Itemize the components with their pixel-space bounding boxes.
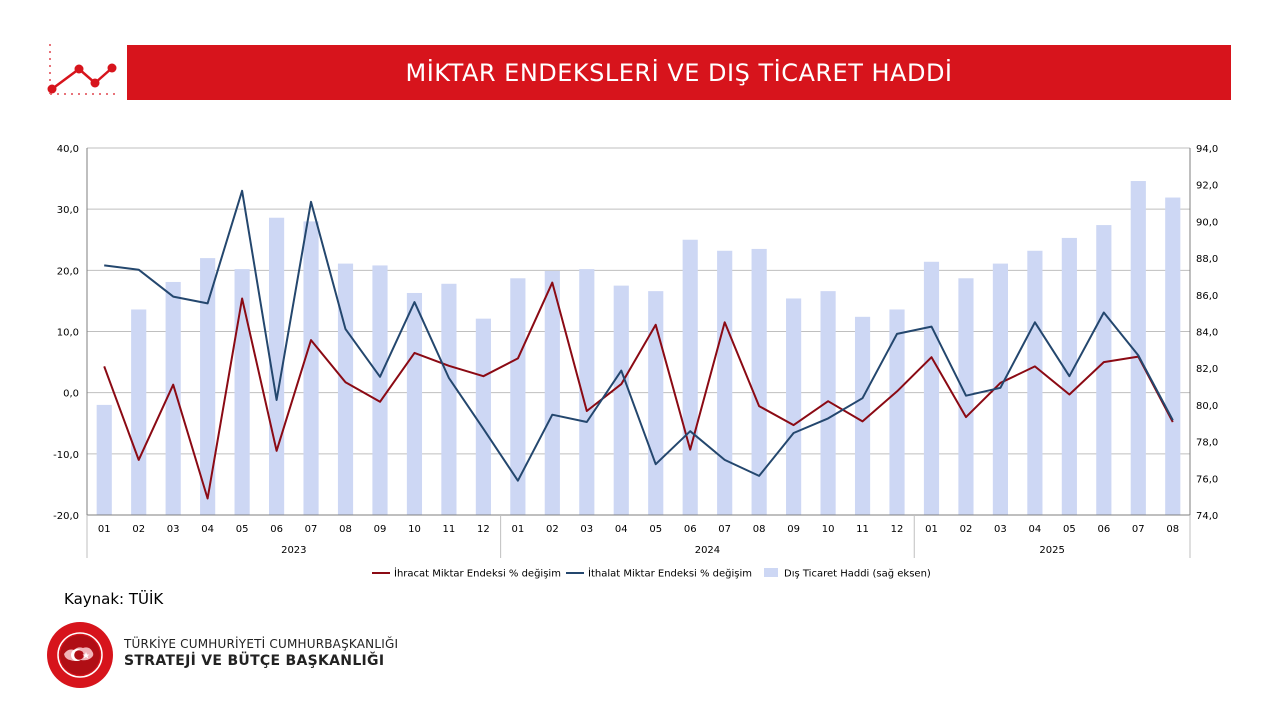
x-tick-label: 06 bbox=[1097, 524, 1110, 535]
x-tick-label: 08 bbox=[1166, 524, 1179, 535]
org-name-line1: TÜRKİYE CUMHURİYETİ CUMHURBAŞKANLIĞI bbox=[124, 637, 399, 651]
left-tick-label: 10,0 bbox=[57, 328, 79, 339]
bar bbox=[579, 269, 595, 515]
bar bbox=[406, 292, 423, 515]
right-tick-label: 78,0 bbox=[1196, 438, 1218, 449]
right-tick-label: 76,0 bbox=[1196, 474, 1218, 485]
bar bbox=[544, 270, 560, 515]
bar bbox=[786, 298, 802, 515]
right-tick-label: 88,0 bbox=[1196, 254, 1218, 265]
x-tick-label: 11 bbox=[856, 524, 869, 535]
legend-label: İthalat Miktar Endeksi % değişim bbox=[588, 567, 752, 580]
bar bbox=[648, 291, 664, 515]
x-tick-label: 04 bbox=[615, 524, 628, 535]
right-tick-label: 84,0 bbox=[1196, 328, 1218, 339]
bar bbox=[200, 258, 216, 515]
bar bbox=[889, 309, 905, 515]
year-label: 2024 bbox=[695, 545, 720, 556]
bar bbox=[1027, 250, 1043, 515]
x-tick-label: 02 bbox=[960, 524, 973, 535]
x-tick-label: 08 bbox=[339, 524, 352, 535]
title-banner: MİKTAR ENDEKSLERİ VE DIŞ TİCARET HADDİ bbox=[127, 45, 1231, 100]
bar bbox=[613, 285, 629, 515]
left-tick-label: -20,0 bbox=[53, 511, 79, 522]
legend-label: İhracat Miktar Endeksi % değişim bbox=[394, 567, 561, 580]
right-tick-label: 74,0 bbox=[1196, 511, 1218, 522]
x-tick-label: 07 bbox=[718, 524, 731, 535]
bar bbox=[372, 265, 388, 515]
left-tick-label: 30,0 bbox=[57, 205, 79, 216]
bar bbox=[475, 318, 491, 515]
left-tick-label: 20,0 bbox=[57, 266, 79, 277]
x-tick-label: 01 bbox=[925, 524, 938, 535]
x-tick-label: 04 bbox=[1029, 524, 1042, 535]
legend-swatch bbox=[764, 568, 778, 577]
x-tick-label: 02 bbox=[132, 524, 145, 535]
bar bbox=[165, 281, 181, 515]
legend-label: Dış Ticaret Haddi (sağ eksen) bbox=[784, 568, 931, 580]
x-tick-label: 06 bbox=[684, 524, 697, 535]
right-tick-label: 90,0 bbox=[1196, 217, 1218, 228]
right-tick-label: 80,0 bbox=[1196, 401, 1218, 412]
bar bbox=[992, 263, 1009, 515]
page-title: MİKTAR ENDEKSLERİ VE DIŞ TİCARET HADDİ bbox=[405, 58, 953, 87]
x-tick-label: 01 bbox=[98, 524, 111, 535]
x-tick-label: 07 bbox=[305, 524, 318, 535]
x-tick-label: 06 bbox=[270, 524, 283, 535]
x-tick-label: 01 bbox=[511, 524, 524, 535]
right-tick-label: 92,0 bbox=[1196, 181, 1218, 192]
x-tick-label: 10 bbox=[822, 524, 835, 535]
x-tick-label: 09 bbox=[374, 524, 387, 535]
presidency-seal-icon bbox=[47, 622, 113, 688]
bar bbox=[1130, 181, 1146, 515]
left-tick-label: 0,0 bbox=[63, 389, 79, 400]
chart: -20,0 -10,0 0,0 10,0 20,0 30,0 40,0 74,0 76,0 78,… bbox=[53, 144, 1218, 580]
year-label: 2025 bbox=[1039, 545, 1064, 556]
org-name-line2: STRATEJİ VE BÜTÇE BAŞKANLIĞI bbox=[124, 653, 385, 669]
bar bbox=[751, 248, 767, 516]
bar bbox=[234, 269, 250, 515]
bar bbox=[337, 263, 354, 515]
x-tick-label: 02 bbox=[546, 524, 559, 535]
bar bbox=[131, 309, 147, 515]
x-tick-label: 07 bbox=[1132, 524, 1145, 535]
series-line bbox=[103, 281, 1174, 500]
x-tick-label: 10 bbox=[408, 524, 421, 535]
right-tick-label: 86,0 bbox=[1196, 291, 1218, 302]
bar bbox=[923, 261, 940, 515]
bar bbox=[1165, 197, 1181, 516]
left-tick-label: -10,0 bbox=[53, 450, 79, 461]
x-tick-label: 09 bbox=[787, 524, 800, 535]
x-tick-label: 05 bbox=[1063, 524, 1076, 535]
right-tick-label: 94,0 bbox=[1196, 144, 1218, 155]
x-tick-label: 11 bbox=[443, 524, 456, 535]
bar bbox=[1096, 225, 1112, 515]
bar bbox=[96, 404, 112, 515]
x-tick-label: 04 bbox=[201, 524, 214, 535]
bar bbox=[441, 283, 457, 515]
x-tick-label: 12 bbox=[477, 524, 490, 535]
bar bbox=[510, 278, 526, 515]
bar bbox=[820, 291, 836, 515]
bar bbox=[854, 316, 871, 515]
x-tick-label: 03 bbox=[580, 524, 593, 535]
bar bbox=[682, 239, 698, 515]
right-tick-label: 82,0 bbox=[1196, 364, 1218, 375]
bar bbox=[303, 221, 319, 515]
year-label: 2023 bbox=[281, 545, 306, 556]
source-note: Kaynak: TÜİK bbox=[64, 590, 164, 608]
left-tick-label: 40,0 bbox=[57, 144, 79, 155]
line-chart-icon bbox=[47, 44, 117, 95]
bar bbox=[717, 250, 733, 515]
x-tick-label: 05 bbox=[236, 524, 249, 535]
x-tick-label: 03 bbox=[167, 524, 180, 535]
x-tick-label: 08 bbox=[753, 524, 766, 535]
x-tick-label: 12 bbox=[891, 524, 904, 535]
x-tick-label: 05 bbox=[649, 524, 662, 535]
series-line bbox=[104, 189, 1174, 482]
x-tick-label: 03 bbox=[994, 524, 1007, 535]
